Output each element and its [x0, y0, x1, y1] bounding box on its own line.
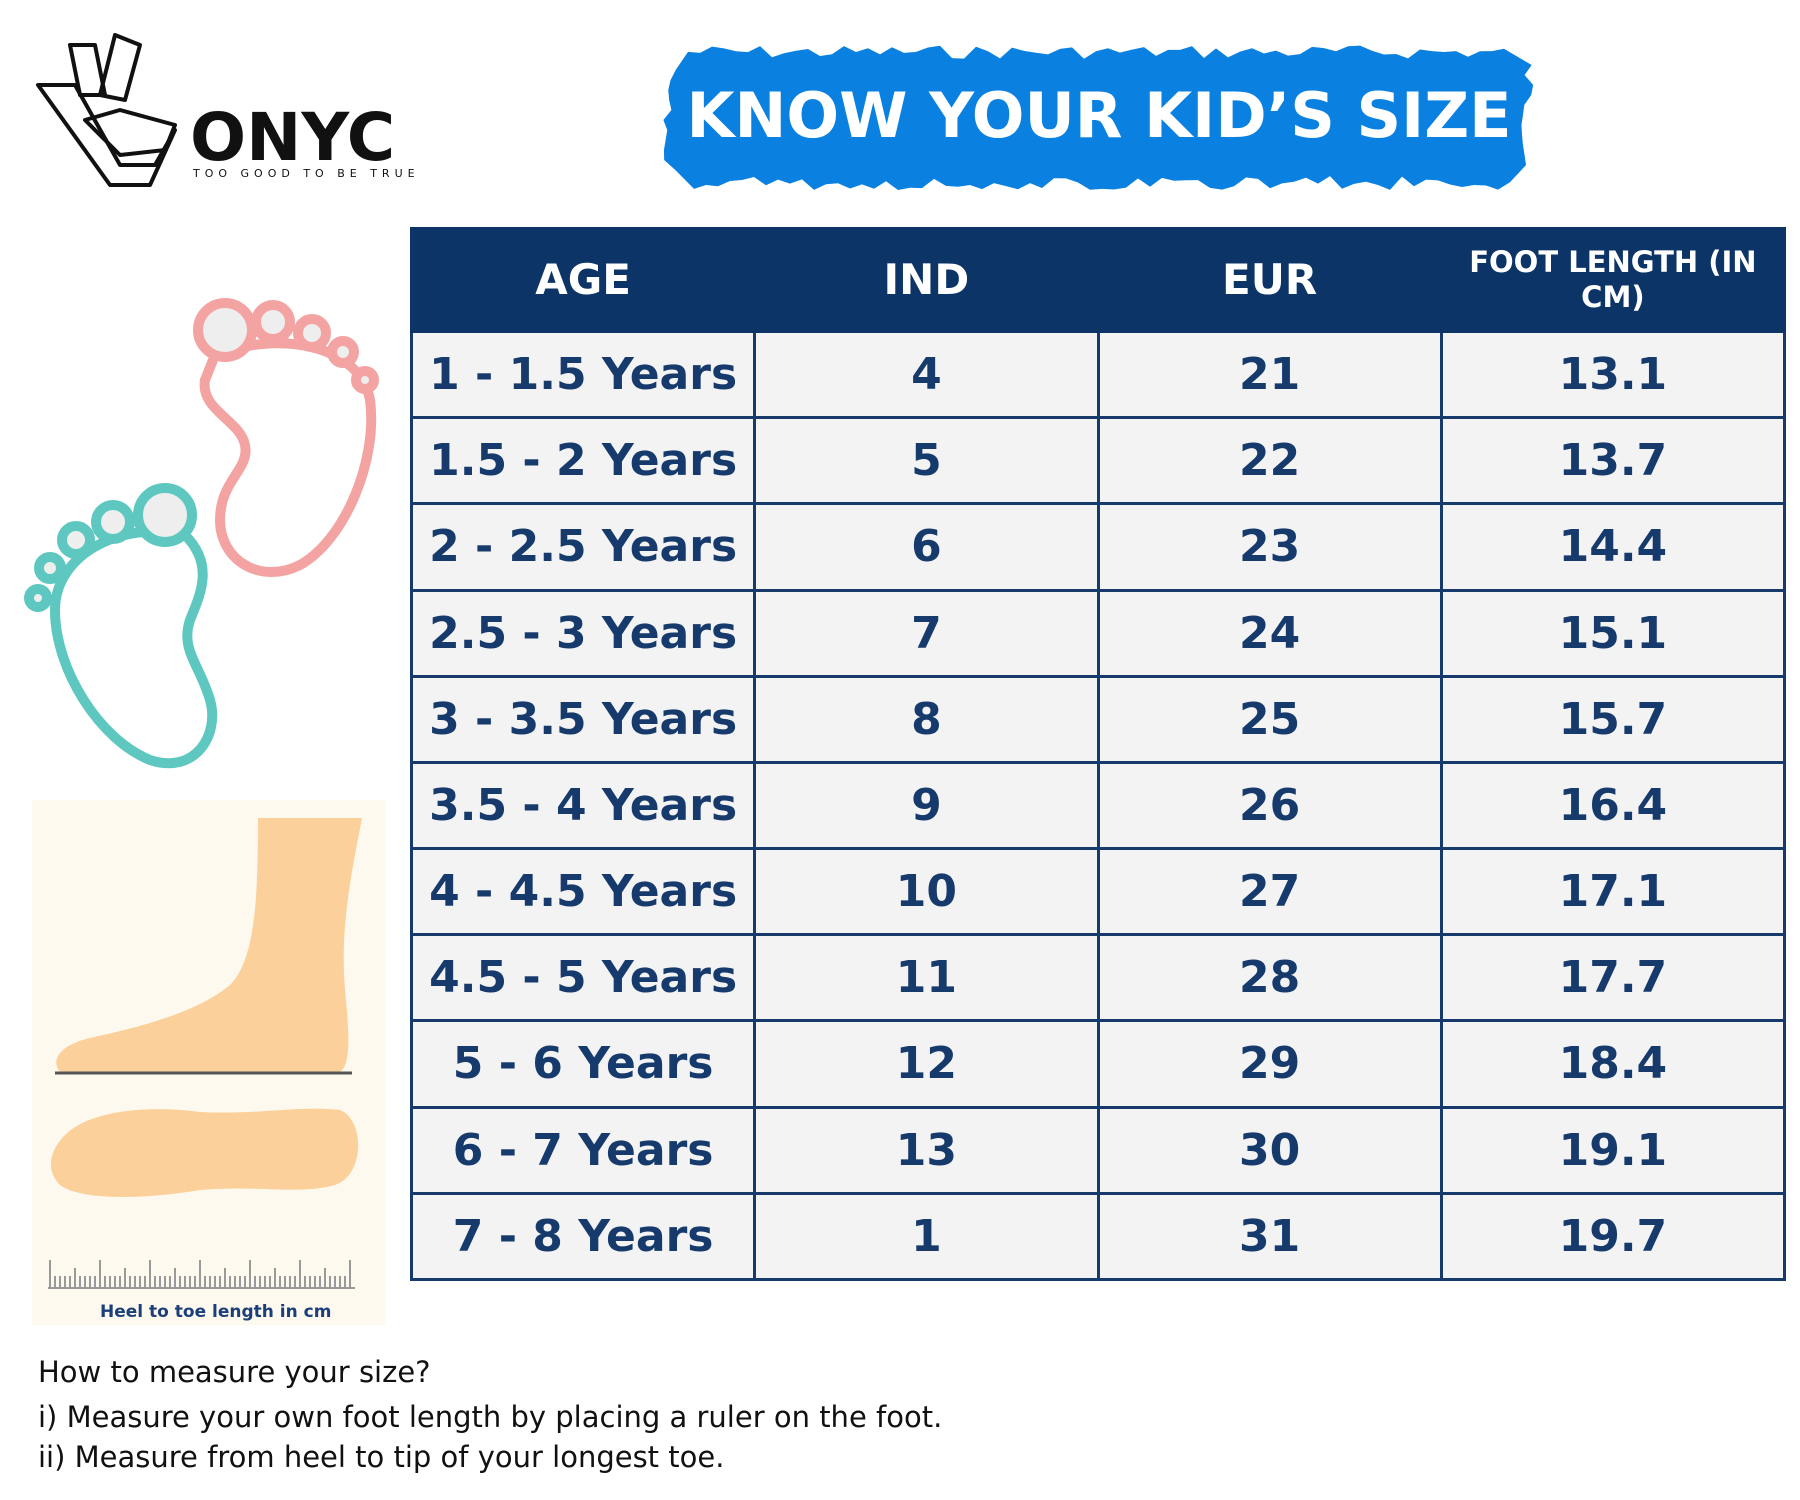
cell: 30: [1096, 1105, 1443, 1195]
logo-tagline: TOO GOOD TO BE TRUE: [192, 167, 420, 180]
footprint-pink: [193, 298, 379, 578]
column-header: AGE: [409, 227, 757, 333]
instruction-step: i) Measure your own foot length by placi…: [38, 1400, 943, 1434]
cell: 1 - 1.5 Years: [409, 329, 757, 420]
logo-text: ONYC: [190, 99, 395, 176]
cell: 11: [753, 933, 1100, 1023]
cell: 14.4: [1439, 502, 1787, 592]
cell: 13: [753, 1105, 1100, 1195]
column-header: IND: [753, 227, 1100, 333]
cell: 4: [753, 329, 1100, 420]
cell: 2.5 - 3 Years: [409, 588, 757, 678]
header-row: AGE IND EUR FOOT LENGTH (IN CM): [409, 227, 1787, 333]
instructions-title: How to measure your size?: [38, 1355, 431, 1389]
cell: 2 - 2.5 Years: [409, 502, 757, 592]
column-header: FOOT LENGTH (IN CM): [1439, 227, 1787, 333]
size-row: 2.5 - 3 Years 7 24 15.1: [409, 588, 1787, 678]
cell: 24: [1096, 588, 1443, 678]
cell: 29: [1096, 1019, 1443, 1109]
cell: 21: [1096, 329, 1443, 420]
size-row: 4.5 - 5 Years 11 28 17.7: [409, 933, 1787, 1023]
size-row: 7 - 8 Years 1 31 19.7: [409, 1191, 1787, 1282]
cell: 18.4: [1439, 1019, 1787, 1109]
cell: 16.4: [1439, 760, 1787, 851]
cell: 6: [753, 502, 1100, 592]
cell: 5: [753, 416, 1100, 506]
column-header: EUR: [1096, 227, 1443, 333]
cell: 17.7: [1439, 933, 1787, 1023]
size-row: 1 - 1.5 Years 4 21 13.1: [409, 329, 1787, 420]
cell: 19.7: [1439, 1191, 1787, 1282]
cell: 8: [753, 674, 1100, 764]
cell: 27: [1096, 847, 1443, 937]
footprint-teal: [24, 483, 218, 769]
cell: 3 - 3.5 Years: [409, 674, 757, 764]
cell: 4.5 - 5 Years: [409, 933, 757, 1023]
cell: 22: [1096, 416, 1443, 506]
title-banner: [663, 45, 1534, 190]
size-table: AGE IND EUR FOOT LENGTH (IN CM) 1 - 1.5 Year…: [409, 227, 1787, 1282]
foot-illustration: [32, 800, 385, 1325]
cell: 1: [753, 1191, 1100, 1282]
cell: 23: [1096, 502, 1443, 592]
size-row: 2 - 2.5 Years 6 23 14.4: [409, 502, 1787, 592]
cell: 7: [753, 588, 1100, 678]
size-row: 4 - 4.5 Years 10 27 17.1: [409, 847, 1787, 937]
logo-mark: [36, 33, 177, 187]
illustration-caption: Heel to toe length in cm: [100, 1302, 331, 1322]
cell: 25: [1096, 674, 1443, 764]
title: KNOW YOUR KID’S SIZE: [686, 79, 1511, 152]
cell: 1.5 - 2 Years: [409, 416, 757, 506]
size-row: 3 - 3.5 Years 8 25 15.7: [409, 674, 1787, 764]
size-row: 1.5 - 2 Years 5 22 13.7: [409, 416, 1787, 506]
size-row: 6 - 7 Years 13 30 19.1: [409, 1105, 1787, 1195]
instruction-step: ii) Measure from heel to tip of your lon…: [38, 1440, 725, 1474]
cell: 12: [753, 1019, 1100, 1109]
cell: 17.1: [1439, 847, 1787, 937]
cell: 6 - 7 Years: [409, 1105, 757, 1195]
size-row: 5 - 6 Years 12 29 18.4: [409, 1019, 1787, 1109]
cell: 10: [753, 847, 1100, 937]
cell: 5 - 6 Years: [409, 1019, 757, 1109]
cell: 26: [1096, 760, 1443, 851]
cell: 28: [1096, 933, 1443, 1023]
cell: 13.7: [1439, 416, 1787, 506]
cell: 15.1: [1439, 588, 1787, 678]
cell: 13.1: [1439, 329, 1787, 420]
cell: 31: [1096, 1191, 1443, 1282]
cell: 19.1: [1439, 1105, 1787, 1195]
cell: 15.7: [1439, 674, 1787, 764]
cell: 7 - 8 Years: [409, 1191, 757, 1282]
cell: 3.5 - 4 Years: [409, 760, 757, 851]
cell: 9: [753, 760, 1100, 851]
cell: 4 - 4.5 Years: [409, 847, 757, 937]
size-row: 3.5 - 4 Years 9 26 16.4: [409, 760, 1787, 851]
